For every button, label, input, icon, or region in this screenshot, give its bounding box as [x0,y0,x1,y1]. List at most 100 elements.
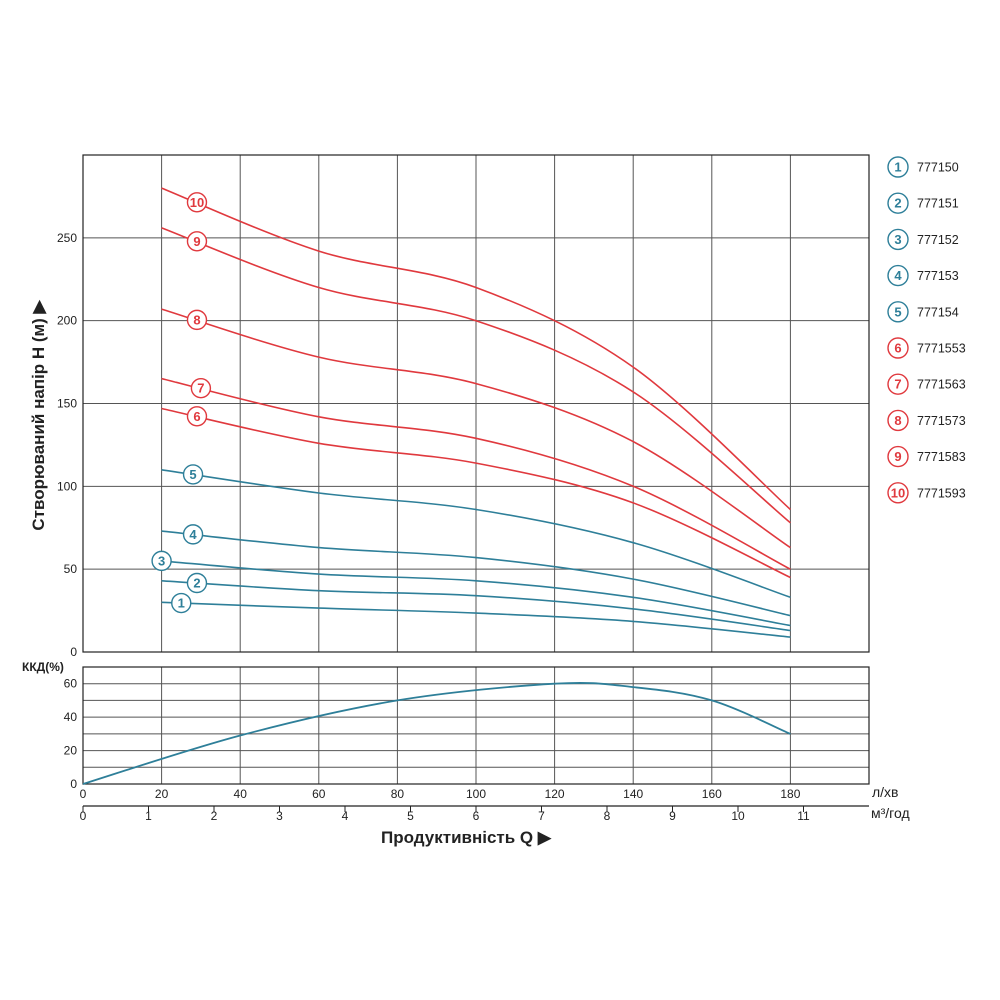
head-curve-1 [161,601,791,638]
secondary-x-tick-label: 2 [211,809,218,823]
y-tick-label: 150 [57,397,77,411]
x-unit-secondary: м³/год [871,805,910,821]
legend-label: 7771563 [917,378,966,392]
curve-label-number: 6 [193,409,200,424]
legend-badge [887,228,909,251]
secondary-x-tick-label: 6 [473,809,480,823]
legend-badge-number: 3 [894,232,901,247]
legend-label: 7771573 [917,414,966,428]
head-curve-8 [161,308,791,549]
legend-badge-number: 2 [894,196,901,211]
legend-label: 777153 [917,269,959,283]
curve-label-number: 7 [197,381,204,396]
legend-badge [887,337,909,359]
curve-label-badge [171,592,192,614]
y-tick-label: 250 [57,231,77,245]
x-axis-title: Продуктивність Q ▶ [381,828,552,847]
legend-badge-number: 7 [894,377,901,392]
x-tick-label: 160 [702,787,722,801]
curve-label-badge [151,550,172,572]
curve-label-number: 9 [193,234,200,249]
legend-badge-number: 1 [894,160,901,175]
head-curve-2 [161,580,791,632]
legend-badge [887,409,909,432]
legend-badge-number: 4 [894,268,902,283]
curve-label-badge [186,406,208,427]
head-curve-5 [161,469,791,599]
head-curve-panel: 0 50 100 150 200 250 Створюваний напір H (м) ▶… [29,154,870,659]
head-curve-4 [161,530,791,617]
curve-label-number: 5 [189,467,196,482]
legend-badge [887,156,909,178]
x-tick-label: 140 [623,787,643,801]
secondary-x-tick-label: 5 [407,809,414,823]
secondary-x-tick-label: 1 [145,809,152,823]
y-axis-title: Створюваний напір H (м) ▶ [29,299,48,530]
y-tick-label: 0 [70,645,77,659]
efficiency-axis-title: ККД(%) [22,660,64,674]
legend-label: 7771553 [917,342,966,356]
legend-badge [887,373,909,395]
legend-label: 7771593 [917,486,966,500]
y-tick-label: 20 [64,744,78,758]
curve-label-badge [190,377,212,399]
curve-label-number: 10 [190,195,204,210]
x-tick-label: 0 [80,787,87,801]
head-curve-6 [161,407,791,579]
curve-label-number: 4 [189,527,197,542]
legend-badge [887,301,909,323]
secondary-x-tick-label: 0 [80,809,87,823]
y-tick-label: 0 [70,777,77,791]
x-axis: 0 20 40 60 80 100 120 140 160 180 л/хв 0 1 2 3 4 5 6 7 8 9 10… [80,784,910,847]
legend-badge [887,482,909,504]
x-tick-label: 100 [466,787,486,801]
legend-label: 777150 [917,161,959,175]
curve-label-number: 2 [193,575,200,590]
legend-badge [887,445,909,468]
head-curve-3 [161,560,791,627]
curve-label-badge [182,524,204,545]
efficiency-curve [82,682,791,785]
head-curve-9 [161,227,791,524]
y-tick-label: 200 [57,314,77,328]
secondary-x-tick-label: 4 [342,809,349,823]
legend-badge-number: 8 [894,413,901,428]
legend-label: 7771583 [917,450,966,464]
legend-label: 777152 [917,233,959,247]
y-tick-label: 100 [57,479,77,493]
secondary-x-tick-label: 7 [538,809,545,823]
secondary-x-tick-label: 11 [797,809,810,823]
curve-label-number: 1 [178,596,185,611]
y-tick-label: 60 [64,677,78,691]
secondary-x-tick-label: 8 [604,809,611,823]
curve-label-badge [186,572,208,594]
legend-badge [887,192,909,214]
legend: 1 777150 2 777151 3 777152 4 777153 5 777154 6 7771… [887,156,966,504]
x-tick-label: 20 [155,787,169,801]
x-tick-label: 40 [234,787,248,801]
x-tick-label: 180 [780,787,800,801]
secondary-x-tick-label: 9 [669,809,676,823]
head-curve-7 [161,377,791,570]
secondary-x-tick-label: 10 [731,809,745,823]
x-unit-primary: л/хв [872,784,899,800]
curve-label-badge [186,192,208,213]
y-tick-label: 40 [64,710,78,724]
x-tick-label: 120 [545,787,565,801]
legend-badge-number: 6 [894,341,901,356]
curve-label-number: 8 [193,312,200,327]
legend-label: 777151 [917,197,959,211]
legend-badge-number: 9 [894,449,901,464]
head-curve-10 [161,187,791,511]
y-tick-label: 50 [64,562,78,576]
secondary-x-tick-label: 3 [276,809,283,823]
legend-label: 777154 [917,305,959,319]
x-tick-label: 60 [312,787,326,801]
head-panel-frame [82,154,870,653]
curve-label-number: 3 [158,553,165,568]
legend-badge [887,264,909,287]
curve-label-badge [182,464,204,485]
x-tick-label: 80 [391,787,405,801]
